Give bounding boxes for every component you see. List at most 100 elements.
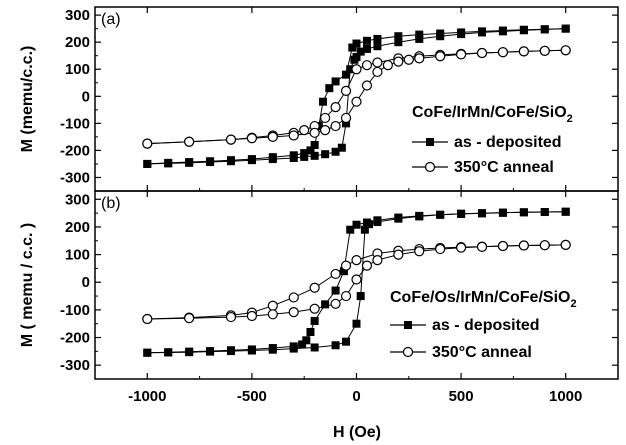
data-point	[561, 24, 570, 33]
data-point	[351, 274, 362, 285]
data-point	[340, 260, 352, 271]
data-point	[498, 208, 507, 217]
data-point	[206, 347, 215, 356]
data-point	[310, 141, 319, 149]
panel-label: (b)	[101, 195, 121, 212]
plot-frame	[94, 190, 619, 380]
data-point	[268, 155, 277, 164]
data-point	[289, 344, 298, 353]
x-axis-label: H (Oe)	[333, 424, 381, 441]
y-tick-label: 200	[65, 34, 90, 51]
legend: CoFe/IrMn/CoFe/SiO2 as - deposited 350°C a…	[412, 104, 573, 176]
data-point	[518, 240, 529, 251]
series-anneal	[142, 45, 571, 149]
data-point	[414, 53, 425, 64]
legend-entry: as - deposited	[454, 134, 562, 151]
data-point	[330, 298, 341, 309]
data-point	[394, 38, 403, 47]
data-point	[306, 146, 315, 155]
data-point	[435, 243, 446, 255]
data-point	[382, 60, 393, 71]
data-point	[225, 311, 237, 323]
data-point	[346, 65, 355, 74]
data-point	[289, 153, 298, 162]
data-point	[247, 346, 256, 355]
data-point	[478, 209, 487, 218]
data-point	[373, 34, 382, 43]
data-point	[226, 157, 235, 166]
y-tick-label: 0	[82, 274, 90, 291]
legend-entry: 350°C anneal	[432, 344, 532, 361]
y-tick-label: 100	[65, 61, 90, 78]
legend-entry: 350°C anneal	[454, 159, 554, 176]
y-tick-label: -300	[60, 357, 90, 374]
data-point	[267, 131, 278, 142]
data-point	[373, 42, 382, 51]
data-point	[497, 47, 509, 58]
data-point	[342, 70, 351, 79]
data-point	[372, 66, 383, 78]
data-point	[373, 217, 382, 226]
data-point	[206, 158, 215, 167]
data-point	[519, 26, 528, 35]
legend-marker	[424, 161, 436, 173]
data-point	[352, 53, 361, 62]
data-point	[340, 290, 352, 302]
data-point	[330, 120, 341, 132]
data-point	[456, 242, 467, 253]
data-point	[310, 151, 319, 160]
data-point	[342, 119, 351, 128]
data-point	[351, 96, 362, 107]
data-point	[306, 328, 315, 336]
data-point	[331, 77, 340, 86]
data-point	[309, 303, 320, 314]
data-point	[288, 292, 299, 303]
data-point	[436, 210, 445, 219]
data-point	[346, 225, 355, 234]
y-axis-label: M ( memu / c.c. )	[19, 223, 36, 347]
legend: CoFe/Os/IrMn/CoFe/SiO2 as - deposited 350°…	[390, 289, 577, 361]
data-point	[560, 239, 571, 251]
data-point	[340, 112, 352, 124]
data-point	[321, 150, 330, 159]
data-point	[356, 47, 365, 56]
series-as-deposited	[143, 207, 570, 357]
data-point	[415, 34, 424, 43]
data-point	[225, 134, 237, 145]
data-point	[298, 340, 307, 349]
y-axis-label: M (memu/c.c.)	[19, 46, 36, 153]
data-point	[184, 313, 195, 324]
y-tick-label: -100	[60, 115, 90, 132]
data-point	[288, 306, 299, 318]
data-point	[288, 130, 299, 141]
data-point	[415, 30, 424, 39]
data-point	[362, 36, 371, 45]
y-tick-label: 300	[65, 191, 90, 208]
data-point	[320, 112, 331, 124]
data-point	[540, 208, 549, 217]
data-point	[352, 319, 361, 328]
data-point	[246, 133, 257, 144]
data-point	[302, 336, 311, 345]
data-point	[143, 159, 152, 168]
data-point	[361, 260, 373, 271]
data-point	[300, 152, 309, 161]
legend-marker	[402, 346, 414, 358]
data-point	[247, 156, 256, 165]
data-point	[476, 241, 488, 252]
legend-title: CoFe/Os/IrMn/CoFe/SiO2	[390, 289, 577, 310]
data-point	[267, 300, 278, 311]
data-point	[246, 310, 257, 322]
y-tick-label: 300	[65, 7, 90, 24]
data-point	[365, 220, 374, 229]
data-point	[142, 313, 153, 325]
y-tick-label: 100	[65, 247, 90, 264]
data-point	[456, 49, 467, 60]
data-point	[498, 27, 507, 36]
y-tick-label: -200	[60, 142, 90, 159]
data-point	[540, 25, 549, 34]
data-point	[226, 347, 235, 356]
data-point	[361, 80, 373, 91]
data-point	[348, 43, 357, 52]
